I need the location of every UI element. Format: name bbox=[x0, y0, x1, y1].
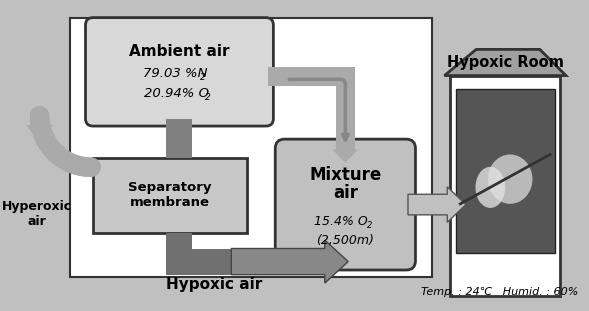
Text: 20.94% O: 20.94% O bbox=[144, 87, 209, 100]
Text: 15.4% O: 15.4% O bbox=[314, 215, 368, 228]
Bar bbox=[166, 248, 231, 275]
FancyArrow shape bbox=[408, 187, 466, 222]
Bar bbox=[456, 89, 555, 253]
Text: air: air bbox=[333, 184, 358, 202]
Bar bbox=[166, 233, 192, 275]
Text: (2,500m): (2,500m) bbox=[316, 234, 374, 247]
Text: 2: 2 bbox=[367, 220, 372, 230]
Text: 2: 2 bbox=[204, 93, 210, 102]
Text: Ambient air: Ambient air bbox=[129, 44, 230, 59]
Text: Separatory
membrane: Separatory membrane bbox=[128, 181, 212, 209]
Polygon shape bbox=[445, 49, 566, 76]
FancyArrow shape bbox=[332, 147, 359, 163]
Text: Hypoxic air: Hypoxic air bbox=[166, 276, 263, 291]
FancyArrow shape bbox=[27, 116, 53, 144]
FancyBboxPatch shape bbox=[85, 18, 273, 126]
FancyBboxPatch shape bbox=[275, 139, 415, 270]
Text: 79.03 %N: 79.03 %N bbox=[143, 67, 207, 80]
Bar bbox=[268, 67, 345, 86]
Text: Hypoxic Room: Hypoxic Room bbox=[447, 55, 564, 70]
Text: Temp. : 24℃   Humid. : 60%: Temp. : 24℃ Humid. : 60% bbox=[421, 287, 578, 297]
Bar bbox=[166, 118, 192, 158]
Text: 2: 2 bbox=[200, 73, 206, 82]
Ellipse shape bbox=[488, 155, 532, 204]
FancyArrow shape bbox=[231, 240, 348, 283]
Bar bbox=[336, 67, 355, 148]
Bar bbox=[450, 76, 560, 296]
Text: Mixture: Mixture bbox=[309, 166, 382, 184]
Bar bbox=[93, 158, 247, 233]
Ellipse shape bbox=[475, 167, 505, 208]
Text: Hyperoxic
air: Hyperoxic air bbox=[2, 200, 72, 228]
Bar bbox=[70, 18, 432, 277]
